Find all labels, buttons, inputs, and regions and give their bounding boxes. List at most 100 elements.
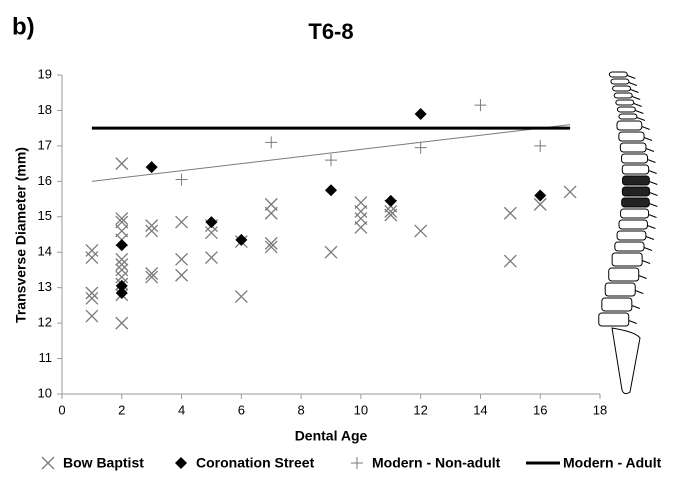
y-tick-label: 15	[38, 208, 52, 223]
vertebra	[616, 106, 636, 113]
vertebra	[610, 78, 630, 85]
x-marker	[503, 254, 517, 268]
diamond-marker	[384, 194, 397, 207]
vertebra	[612, 85, 632, 92]
spine-illustration	[598, 71, 658, 395]
x-marker	[204, 226, 218, 240]
x-marker	[204, 251, 218, 264]
spinous-process	[632, 96, 641, 100]
y-tick-label: 16	[38, 173, 52, 188]
vertebra	[608, 267, 640, 282]
spinous-process	[645, 236, 655, 240]
spinous-process	[630, 89, 639, 93]
vertebra	[598, 312, 630, 327]
x-marker	[115, 258, 129, 272]
vertebra	[619, 142, 647, 153]
x-marker	[175, 215, 189, 229]
spinous-process	[628, 320, 637, 324]
diamond-marker	[325, 184, 337, 197]
diamond-marker	[115, 279, 128, 292]
x-tick-label: 18	[593, 402, 607, 417]
x-tick-label: 2	[118, 402, 125, 417]
x-marker	[145, 224, 159, 238]
vertebra	[618, 219, 648, 230]
x-marker	[145, 267, 159, 280]
x-marker	[264, 206, 278, 220]
vertebra	[622, 175, 650, 186]
spinous-process	[633, 103, 642, 107]
vertebra	[611, 252, 643, 267]
x-marker	[115, 212, 129, 226]
vertebra	[618, 113, 638, 120]
legend-label: Modern - Non-adult	[372, 455, 501, 471]
spinous-process	[638, 275, 647, 279]
x-tick-label: 12	[413, 402, 427, 417]
x-marker	[115, 157, 129, 171]
spinous-process	[627, 75, 636, 79]
x-marker	[503, 206, 517, 220]
x-tick-label: 0	[58, 402, 65, 417]
vertebra	[601, 297, 633, 312]
vertebra	[621, 164, 650, 175]
plus-marker	[265, 136, 278, 149]
spinous-process	[649, 203, 658, 207]
spinous-process	[648, 170, 657, 174]
x-marker	[145, 219, 159, 233]
sacrum	[611, 327, 641, 395]
spinous-process	[647, 225, 656, 229]
spinous-process	[643, 247, 653, 251]
vertebra	[616, 230, 647, 241]
spinous-process	[641, 126, 650, 130]
y-axis-title: Transverse Diameter (mm)	[13, 147, 29, 323]
y-tick-label: 17	[38, 137, 52, 152]
x-marker	[384, 205, 398, 218]
legend-item: Bow Baptist	[41, 455, 144, 471]
x-marker	[354, 220, 368, 234]
x-marker	[85, 243, 99, 257]
x-axis-title: Dental Age	[295, 428, 368, 444]
x-marker	[85, 309, 99, 323]
x-marker	[264, 236, 278, 250]
spinous-process	[649, 192, 658, 196]
y-tick-label: 11	[39, 350, 53, 365]
spinous-process	[649, 181, 658, 185]
x-marker	[414, 224, 428, 238]
y-tick-label: 18	[38, 102, 52, 117]
vertebra	[613, 92, 633, 99]
legend-item: Modern - Adult	[526, 455, 662, 471]
x-marker	[85, 251, 99, 264]
diamond-marker	[175, 457, 187, 469]
x-marker	[354, 205, 368, 218]
vertebra	[604, 282, 636, 297]
legend-item: Coronation Street	[175, 455, 315, 471]
x-marker	[533, 197, 547, 211]
x-marker	[85, 286, 99, 300]
trend-line	[91, 124, 571, 182]
diamond-marker	[534, 189, 547, 202]
diamond-marker	[115, 239, 128, 252]
plus-marker	[534, 139, 547, 152]
x-marker	[115, 316, 129, 330]
x-tick-label: 8	[297, 402, 304, 417]
plus-marker	[175, 173, 188, 186]
x-marker	[115, 263, 129, 277]
spinous-process	[645, 148, 655, 152]
x-marker	[115, 252, 129, 266]
y-tick-label: 12	[38, 315, 52, 330]
spinous-process	[631, 305, 641, 309]
spinous-process	[641, 260, 651, 264]
spinous-process	[635, 110, 644, 114]
x-marker	[145, 270, 159, 284]
y-tick-label: 13	[38, 279, 52, 294]
vertebra	[621, 153, 649, 164]
diamond-marker	[145, 161, 158, 174]
y-tick-label: 10	[38, 385, 52, 400]
spinous-process	[628, 82, 638, 86]
spinous-process	[647, 159, 656, 163]
x-marker	[85, 291, 99, 305]
vertebra	[608, 71, 628, 78]
spinous-process	[648, 214, 657, 218]
diamond-marker	[235, 233, 248, 246]
x-marker	[234, 290, 248, 303]
